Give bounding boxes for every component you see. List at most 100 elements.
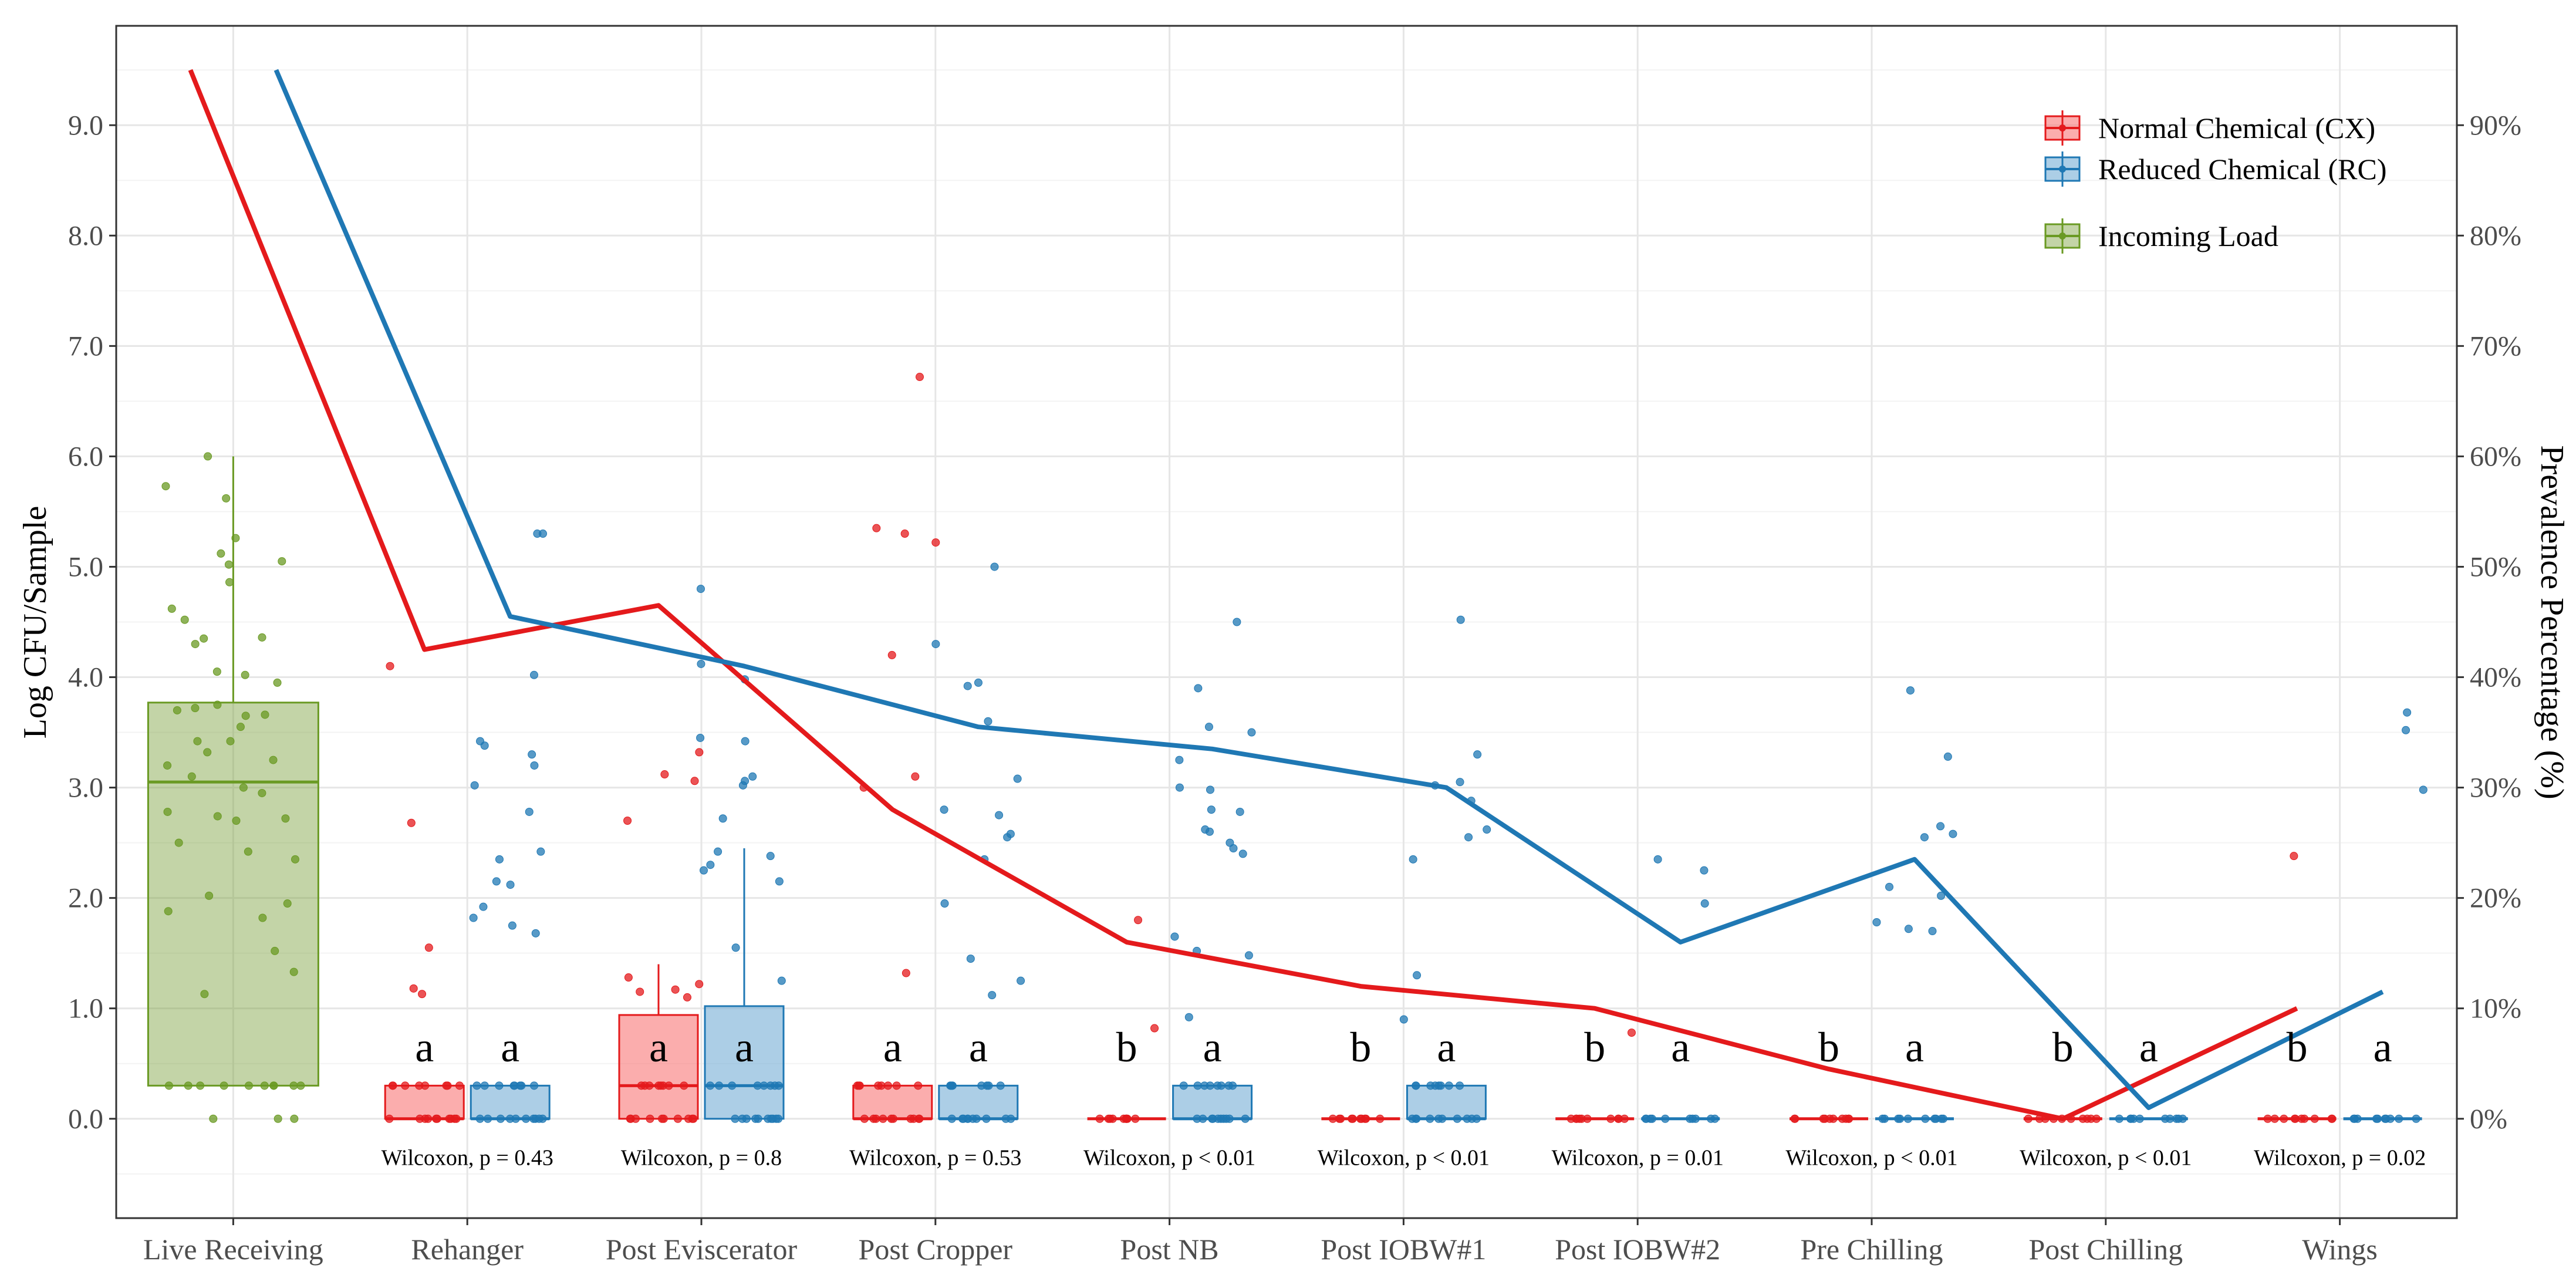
boxplots (147, 456, 2422, 1121)
rc-point (475, 1114, 484, 1123)
cx-point (401, 1081, 410, 1090)
legend-key-point (2059, 166, 2066, 173)
rc-point (959, 1114, 968, 1123)
x-tick-label: Post IOBW#1 (1321, 1233, 1486, 1266)
rc-outlier-point (495, 855, 504, 864)
incoming-load-point (217, 549, 225, 558)
rc-outlier-point (470, 781, 479, 790)
cx-point (646, 1114, 654, 1123)
rc-significance-letter: a (2139, 1024, 2158, 1071)
rc-outlier-point (469, 913, 478, 922)
cx-point (450, 1114, 459, 1123)
rc-point (1456, 1081, 1464, 1090)
rc-outlier-point (990, 562, 999, 571)
rc-outlier-point (531, 929, 540, 938)
rc-box (704, 1005, 785, 1120)
rc-outlier-point (1872, 918, 1881, 927)
rc-point (1193, 1081, 1202, 1090)
rc-box (938, 1084, 1019, 1120)
rc-outlier-point (1483, 825, 1491, 834)
x-tick-label: Live Receiving (143, 1233, 323, 1266)
rc-outlier-point (529, 670, 538, 679)
rc-point (2395, 1114, 2403, 1123)
incoming-load-point (163, 761, 172, 770)
cx-point (1614, 1114, 1623, 1123)
incoming-load-point (200, 634, 208, 643)
rc-outlier-point (1175, 756, 1184, 764)
cx-outlier-point (623, 817, 632, 825)
rc-point (1896, 1114, 1905, 1123)
rc-outlier-point (1920, 833, 1929, 842)
y-tick-label: 0.0 (68, 1104, 103, 1135)
rc-outlier-point (530, 761, 539, 770)
rc-outlier-point (1906, 686, 1915, 695)
cx-point (637, 1081, 646, 1090)
rc-point (984, 1081, 993, 1090)
x-tick-label: Post Eviscerator (606, 1233, 798, 1266)
cx-outlier-point (407, 818, 416, 827)
rc-outlier-point (1204, 723, 1213, 731)
rc-point (480, 1081, 489, 1090)
cx-outlier-point (418, 990, 427, 999)
legend: Normal Chemical (CX) Reduced Chemical (RC… (2044, 110, 2387, 254)
y-tick-label: 7.0 (68, 331, 103, 362)
rc-point (510, 1081, 519, 1090)
rc-point (738, 1114, 747, 1123)
incoming-load-point (291, 855, 299, 864)
rc-point (2174, 1114, 2183, 1123)
rc-point (472, 1081, 481, 1090)
incoming-load-point (289, 967, 298, 976)
incoming-load-point (164, 907, 173, 916)
rc-outlier-point (1017, 976, 1025, 985)
cx-outlier-point (872, 524, 881, 532)
cx-significance-letter: a (883, 1024, 902, 1071)
rc-outlier-point (1244, 951, 1253, 960)
wilcoxon-label: Wilcoxon, p < 0.01 (1083, 1146, 1255, 1171)
incoming-load-point (184, 1081, 193, 1090)
cx-outlier-point (916, 373, 924, 382)
cx-point (1348, 1114, 1357, 1123)
incoming-load-point (244, 847, 252, 856)
rc-point (1426, 1081, 1435, 1090)
data-points (161, 373, 2428, 1123)
y-tick-label: 8.0 (68, 220, 103, 251)
incoming-load-point (213, 812, 222, 821)
incoming-load-point (191, 704, 200, 713)
incoming-load-point (204, 452, 212, 461)
rc-outlier-point (1937, 891, 1946, 900)
incoming-load-point (209, 1114, 218, 1123)
rc-outlier-point (506, 881, 515, 889)
x-tick-label: Pre Chilling (1800, 1233, 1943, 1266)
cx-point (889, 1114, 897, 1123)
rc-outlier-point (1170, 932, 1179, 941)
cx-point (1131, 1114, 1140, 1123)
grid (116, 26, 2457, 1218)
rc-outlier-point (1700, 866, 1709, 875)
cx-point (860, 1114, 869, 1123)
rc-point (2353, 1114, 2362, 1123)
rc-point (2386, 1114, 2395, 1123)
cx-box (852, 1084, 933, 1120)
y-right-tick-label: 10% (2470, 993, 2521, 1024)
cx-point (433, 1114, 441, 1123)
rc-outlier-point (1464, 833, 1473, 842)
y-tick-label: 3.0 (68, 773, 103, 804)
wilcoxon-label: Wilcoxon, p < 0.01 (1785, 1146, 1957, 1171)
cx-point (2280, 1114, 2288, 1123)
x-tick-label: Post Cropper (859, 1233, 1013, 1266)
x-tick-label: Wings (2302, 1233, 2378, 1266)
rc-significance-letter: a (735, 1024, 754, 1071)
rc-outlier-point (1456, 778, 1464, 787)
rc-point (1408, 1114, 1417, 1123)
cx-point (2270, 1114, 2279, 1123)
y-tick-label: 2.0 (68, 883, 103, 914)
rc-outlier-point (1235, 807, 1244, 816)
rc-point (1438, 1114, 1447, 1123)
rc-point (495, 1081, 504, 1090)
cx-point (421, 1081, 430, 1090)
rc-outlier-point (775, 877, 784, 886)
incoming-load-point (260, 1081, 269, 1090)
cx-outlier-point (424, 943, 433, 952)
legend-key-point (2059, 232, 2066, 240)
